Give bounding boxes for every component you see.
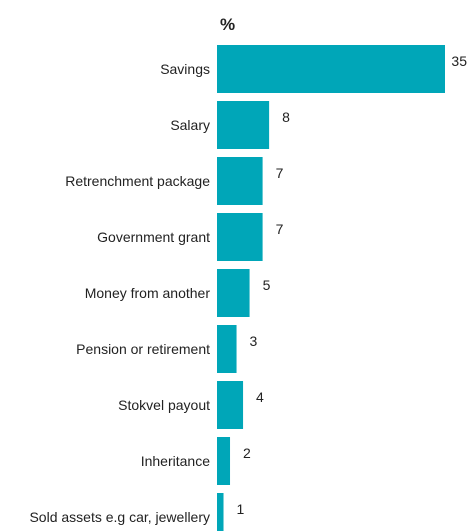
- category-label: Retrenchment package: [65, 173, 210, 189]
- data-label: 7: [276, 165, 284, 181]
- data-label: 4: [256, 389, 264, 405]
- bar: [217, 437, 231, 485]
- bar: [217, 101, 270, 149]
- data-label: 2: [243, 445, 251, 461]
- bar: [217, 157, 263, 205]
- category-label: Government grant: [97, 229, 210, 245]
- unit-label: %: [220, 15, 235, 34]
- data-label: 5: [263, 277, 271, 293]
- category-label: Inheritance: [141, 453, 210, 469]
- data-label: 8: [282, 109, 290, 125]
- bar: [217, 381, 244, 429]
- category-label: Savings: [160, 61, 210, 77]
- data-label: 3: [250, 333, 258, 349]
- bar: [217, 269, 250, 317]
- category-label: Sold assets e.g car, jewellery: [29, 509, 210, 525]
- bar: [217, 213, 263, 261]
- bar: [217, 493, 224, 531]
- data-label: 7: [276, 221, 284, 237]
- category-label: Pension or retirement: [76, 341, 210, 357]
- category-label: Salary: [170, 117, 210, 133]
- data-label: 1: [237, 501, 245, 517]
- category-label: Money from another: [85, 285, 211, 301]
- data-label: 35: [451, 53, 467, 69]
- category-label: Stokvel payout: [118, 397, 210, 413]
- bar: [217, 45, 445, 93]
- bar: [217, 325, 237, 373]
